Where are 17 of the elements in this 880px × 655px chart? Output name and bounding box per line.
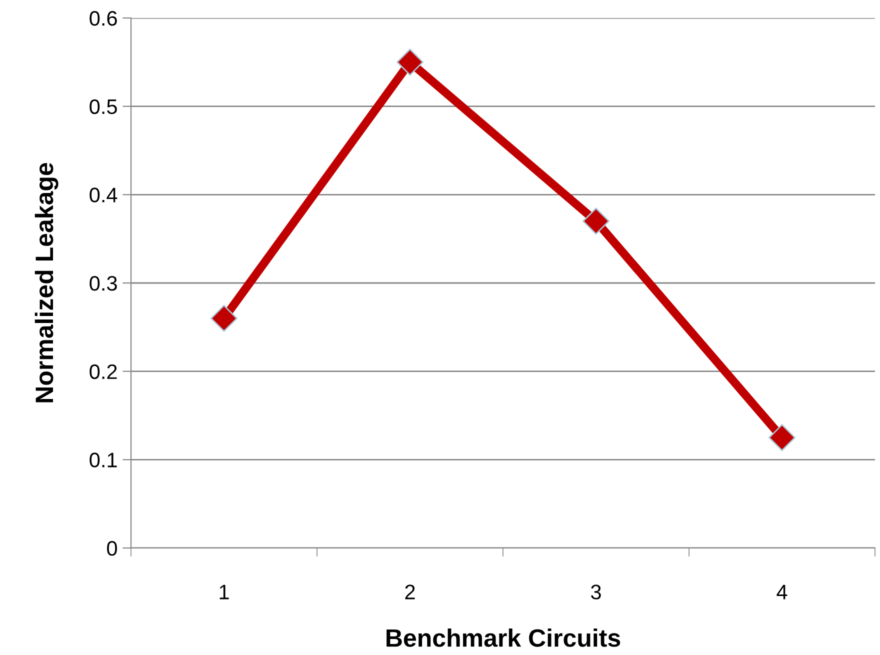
point: [768, 424, 796, 452]
point: [396, 48, 424, 76]
y-tick-label: 0.1: [90, 452, 117, 468]
y-tick-label: 0: [107, 541, 117, 556]
y-tick-label: 0.6: [90, 11, 117, 26]
y-tick-label: 0.4: [90, 188, 118, 202]
y-tick-label: 0.5: [90, 99, 117, 114]
x-tick-label: 4: [776, 584, 788, 600]
x-tick-label: 3: [591, 584, 601, 600]
point: [210, 304, 238, 332]
x-axis-title: Benchmark Circuits: [386, 628, 620, 647]
point: [582, 208, 610, 235]
y-tick-label: 0.3: [90, 276, 117, 291]
y-tick-label: 0.2: [90, 364, 117, 380]
y-axis-title: Normalized Leakage: [34, 162, 58, 402]
x-tick-label: 1: [220, 584, 229, 600]
x-tick-label: 2: [405, 584, 415, 600]
